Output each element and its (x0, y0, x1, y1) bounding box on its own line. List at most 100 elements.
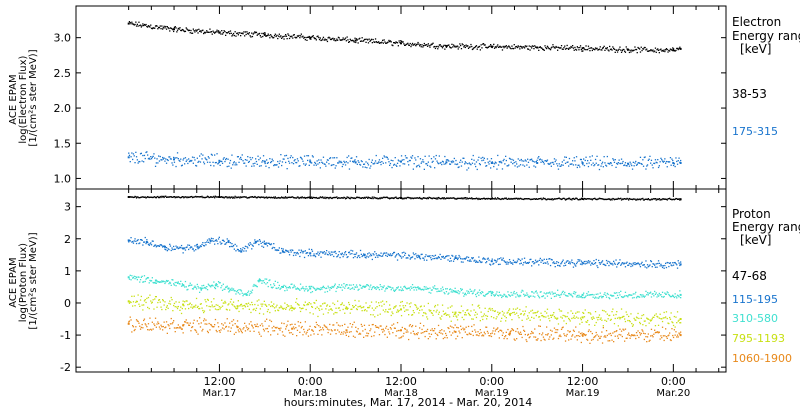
proton-series-4-sample (300, 308, 302, 310)
electron-series-1-sample (619, 46, 621, 48)
electron-series-1-sample (409, 42, 411, 45)
proton-series-5-sample (410, 332, 412, 334)
proton-series-1-sample (580, 197, 582, 200)
electron-series-2-sample (189, 159, 191, 162)
proton-series-3-sample (556, 294, 558, 296)
proton-series-3-sample (572, 292, 575, 295)
proton-series-1-sample (643, 199, 645, 201)
proton-series-2-sample (579, 263, 582, 265)
electron-series-2-sample (393, 164, 395, 166)
proton-series-2-sample (433, 255, 435, 257)
proton-series-1-sample (429, 197, 431, 199)
electron-series-2-sample (348, 168, 351, 170)
proton-series-2-sample (377, 256, 379, 258)
electron-series-2-sample (249, 156, 251, 159)
proton-series-4-sample (293, 308, 295, 310)
electron-series-1-sample (210, 31, 212, 33)
proton-series-3-sample (629, 294, 631, 296)
electron-series-1-sample (430, 43, 433, 45)
proton-series-3-sample (573, 291, 575, 293)
proton-series-4-sample (147, 296, 150, 299)
proton-series-4-sample (258, 299, 260, 301)
proton-series-5-sample (244, 330, 247, 332)
proton-series-5-sample (515, 330, 517, 333)
proton-series-4-sample (661, 320, 664, 323)
proton-series-4-point (236, 305, 239, 308)
proton-series-2-sample (236, 245, 238, 247)
proton-series-2-sample (566, 260, 568, 262)
proton-series-5-sample (295, 327, 297, 329)
electron-series-2-sample (546, 160, 548, 162)
electron-series-2-sample (371, 159, 373, 161)
proton-series-5-sample (369, 330, 371, 332)
proton-series-4-sample (440, 318, 442, 320)
proton-series-4-sample (402, 305, 404, 307)
electron-series-1-sample (207, 31, 209, 33)
proton-series-5-sample (299, 321, 302, 324)
proton-series-5-sample (525, 339, 527, 341)
electron-series-2-sample (577, 164, 579, 166)
electron-series-2-sample (505, 155, 507, 157)
proton-series-5-sample (549, 336, 551, 338)
electron-series-1-sample (661, 49, 664, 52)
electron-series-1-sample (131, 21, 133, 23)
proton-series-2-sample (617, 262, 619, 264)
proton-series-2-sample (318, 252, 321, 255)
proton-series-3-sample (490, 294, 493, 297)
proton-series-2-sample (523, 257, 526, 259)
proton-series-4-sample (628, 315, 630, 318)
electron-series-2-sample (336, 157, 338, 159)
electron-series-1-sample (616, 49, 618, 51)
electron-series-1-sample (297, 35, 299, 37)
electron-series-1-sample (435, 46, 437, 48)
proton-series-2-sample (348, 251, 351, 253)
proton-series-3-sample (329, 289, 331, 291)
proton-series-1-sample (481, 198, 483, 200)
proton-series-1-sample (265, 197, 267, 199)
proton-series-2-sample (249, 242, 251, 244)
electron-series-1-sample (186, 28, 188, 30)
electron-series-2-sample (352, 161, 355, 163)
proton-series-5-sample (607, 340, 609, 342)
electron-series-1-sample (314, 37, 316, 40)
proton-series-1-sample (257, 196, 259, 198)
proton-series-4-sample (540, 312, 542, 314)
proton-series-1-sample (154, 196, 156, 198)
proton-series-2-sample (152, 240, 154, 242)
proton-series-1-sample (605, 198, 607, 201)
electron-series-2-sample (622, 160, 624, 163)
proton-series-5-sample (431, 328, 433, 330)
proton-series-3-sample (230, 289, 232, 291)
proton-series-5-sample (317, 333, 319, 335)
proton-series-4-sample (185, 300, 187, 302)
electron-series-2-sample (242, 160, 244, 162)
electron-series-2-sample (356, 163, 358, 165)
proton-series-2-sample (655, 263, 657, 265)
electron-series-1-sample (162, 28, 164, 30)
proton-series-2-sample (387, 253, 389, 255)
proton-series-1-sample (444, 198, 446, 200)
proton-series-4-sample (624, 320, 627, 323)
proton-series-2-sample (473, 260, 475, 262)
proton-series-1-sample (587, 198, 589, 200)
proton-series-1-sample (244, 196, 246, 198)
proton-series-5-sample (562, 326, 564, 328)
electron-series-2-sample (269, 158, 271, 160)
proton-series-1-sample (236, 196, 239, 199)
proton-series-5-sample (277, 327, 280, 330)
proton-series-3-sample (422, 288, 424, 290)
proton-series-3-sample (581, 296, 583, 299)
electron-series-1-sample (529, 49, 531, 51)
proton-series-2-sample (200, 245, 202, 248)
proton-series-1-sample (346, 196, 348, 198)
proton-series-4-sample (456, 316, 458, 318)
proton-series-2-sample (335, 252, 337, 255)
electron-series-1-sample (470, 43, 472, 46)
proton-series-3-sample (378, 289, 381, 291)
proton-series-2-sample (176, 246, 179, 248)
proton-series-5-sample (453, 330, 455, 332)
electron-series-1-sample (618, 48, 620, 50)
proton-series-3-sample (303, 288, 305, 290)
proton-series-3-sample (169, 282, 172, 284)
proton-series-1-sample (226, 197, 228, 199)
